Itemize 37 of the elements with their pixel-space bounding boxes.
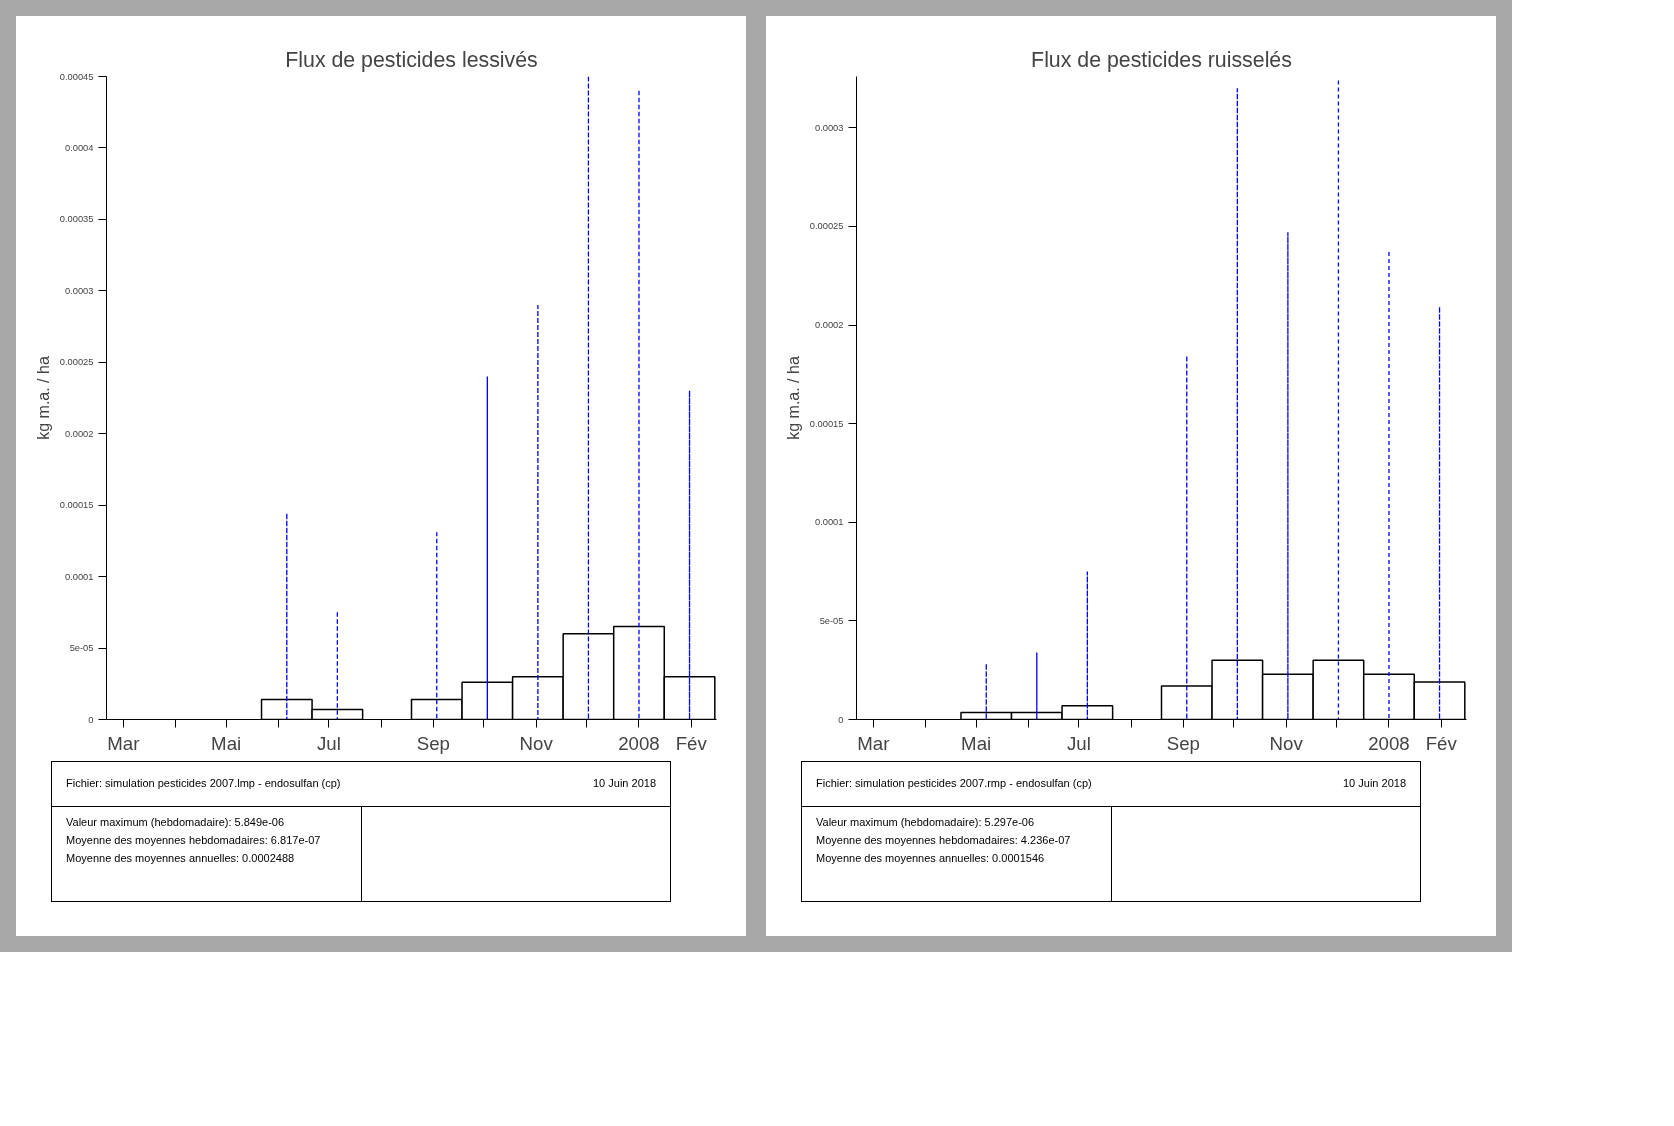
y-tick-label: 0.00045 <box>59 71 94 82</box>
x-tick-label: Jul <box>1067 732 1091 754</box>
x-tick-label: 2008 <box>618 732 660 754</box>
picture-info-box: Fichier: simulation pesticides 2007.lmp - endosulfan (cp) 10 Juin 2018 Valeur maximum (hebdomadaire): 5.849e-06 Moyenne des moyennes hebdomadaires: 6.817e-07 Moyenne des moyennes annuelles: 0.0002488 <box>51 761 671 902</box>
y-tick-label: 0.0003 <box>814 122 844 133</box>
x-tick-label: Mai <box>211 732 242 754</box>
y-tick-label: 0.00025 <box>809 221 844 232</box>
picture-info-box: Fichier: simulation pesticides 2007.rmp - endosulfan (cp) 10 Juin 2018 Valeur maximum (hebdomadaire): 5.297e-06 Moyenne des moyennes hebdomadaires: 4.236e-07 Moyenne des moyennes annuelles: 0.0001546 <box>801 761 1421 902</box>
y-tick-label: 0.0001 <box>64 571 94 582</box>
x-tick-label: Fév <box>1425 732 1458 754</box>
x-tick-label: Jul <box>317 732 341 754</box>
x-tick-label: 2008 <box>1368 732 1410 754</box>
y-tick-label: 0.0002 <box>64 428 94 439</box>
x-tick-label: Sep <box>1166 732 1201 754</box>
x-tick-label: Nov <box>1269 732 1304 754</box>
x-tick-label: Mai <box>961 732 992 754</box>
y-axis-title: kg m.a. / ha <box>34 356 52 440</box>
y-tick-label: 5e-05 <box>69 643 94 654</box>
x-tick-label: Fév <box>675 732 708 754</box>
y-tick-label: 0.0002 <box>814 320 844 331</box>
y-axis-title: kg m.a. / ha <box>784 356 802 440</box>
chart-title: Flux de pesticides ruisselés <box>1031 47 1292 72</box>
y-tick-label: 0 <box>838 714 844 725</box>
y-tick-label: 0.00015 <box>809 418 844 429</box>
x-tick-label: Mar <box>107 732 140 754</box>
y-tick-label: 0 <box>88 714 94 725</box>
x-tick-label: Nov <box>519 732 554 754</box>
y-tick-label: 5e-05 <box>819 615 844 626</box>
chart-title: Flux de pesticides lessivés <box>285 47 538 72</box>
y-tick-label: 0.0003 <box>64 285 94 296</box>
x-tick-label: Mar <box>857 732 890 754</box>
y-tick-label: 0.00025 <box>59 357 94 368</box>
y-tick-label: 0.00015 <box>59 500 94 511</box>
y-tick-label: 0.0001 <box>814 517 844 528</box>
y-tick-label: 0.0004 <box>64 142 94 153</box>
x-tick-label: Sep <box>416 732 451 754</box>
y-tick-label: 0.00035 <box>59 214 94 225</box>
